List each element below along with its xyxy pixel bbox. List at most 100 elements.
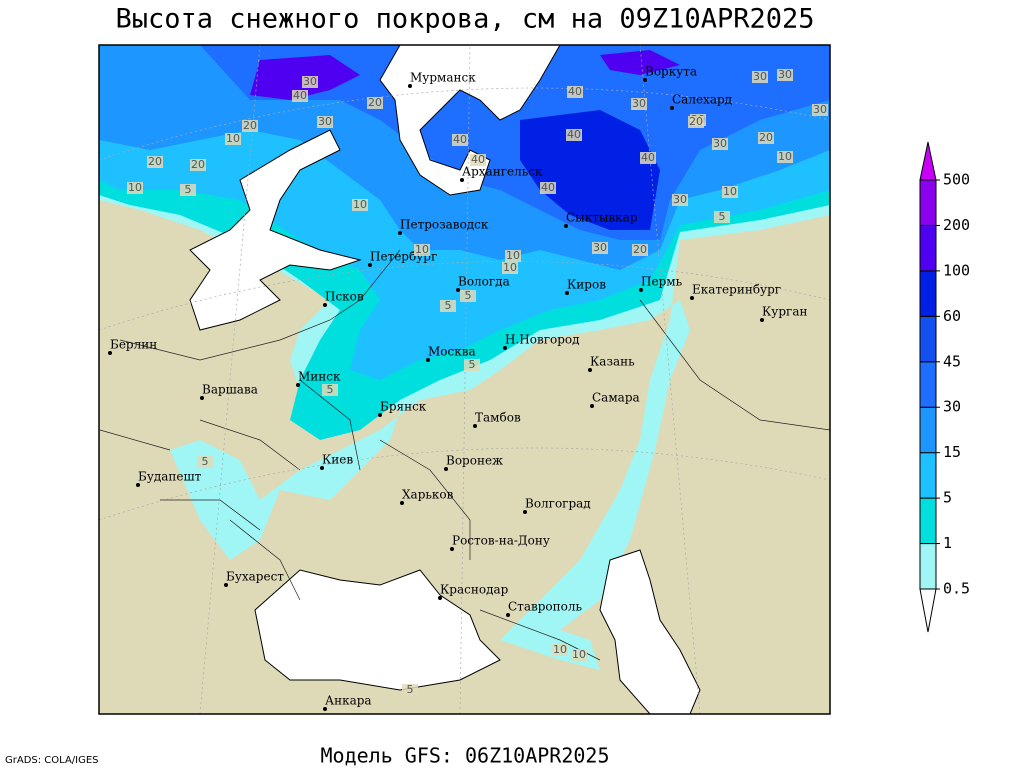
contour-label: 5 <box>185 183 192 196</box>
city-label: Курган <box>762 305 807 319</box>
city-dot <box>460 178 464 182</box>
city-dot <box>643 78 647 82</box>
colorbar-segment <box>919 406 937 454</box>
contour-label-bg <box>440 300 456 312</box>
contour-label: 10 <box>506 249 520 262</box>
contour-label: 10 <box>353 198 367 211</box>
city-label: Брянск <box>380 400 427 414</box>
city-label: Киев <box>322 453 353 467</box>
contour-label: 5 <box>465 289 472 302</box>
city-label: Казань <box>590 355 635 369</box>
city-dot <box>323 303 327 307</box>
city-label: Салехард <box>672 93 732 107</box>
snow-zone <box>200 45 830 240</box>
contour-label-bg <box>752 71 768 83</box>
contour-label: 10 <box>128 181 142 194</box>
map <box>99 45 830 714</box>
city-dot <box>323 707 327 711</box>
borders <box>99 249 830 661</box>
city-label: Воронеж <box>446 454 503 468</box>
contour-label: 30 <box>753 70 767 83</box>
contour-label: 30 <box>593 241 607 254</box>
contour-label: 5 <box>719 210 726 223</box>
contour-label: 5 <box>445 299 452 312</box>
credit: GrADS: COLA/IGES <box>5 755 99 766</box>
city-label: Архангельск <box>462 165 543 179</box>
city-label: Харьков <box>402 488 454 502</box>
contour-label-bg <box>632 244 648 256</box>
contour-label-bg <box>470 154 486 166</box>
contour-label: 20 <box>243 119 257 132</box>
contour-label: 40 <box>568 85 582 98</box>
city-dot <box>503 346 507 350</box>
city-label: Н.Новгород <box>505 333 580 347</box>
colorbar-label: 30 <box>943 398 961 416</box>
city-dot <box>200 396 204 400</box>
contour-label: 10 <box>723 185 737 198</box>
contour-label-bg <box>812 104 828 116</box>
contour-label: 30 <box>778 68 792 81</box>
contour-label-bg <box>566 129 582 141</box>
city-dot <box>408 84 412 88</box>
contour-label-bg <box>540 182 556 194</box>
contour-label-bg <box>777 151 793 163</box>
city-label: Псков <box>325 290 364 304</box>
city-dot <box>136 483 140 487</box>
contour-label-bg <box>414 244 430 256</box>
contour-label-bg <box>147 156 163 168</box>
title: Высота снежного покрова, см на 09Z10APR2… <box>116 4 815 35</box>
contour-label-bg <box>631 98 647 110</box>
colorbar-label: 60 <box>943 307 961 325</box>
contour-label: 5 <box>469 358 476 371</box>
contour-label-bg <box>180 184 196 196</box>
city-dot <box>639 288 643 292</box>
contour-label: 40 <box>453 133 467 146</box>
city-dot <box>506 613 510 617</box>
contour-label-bg <box>505 250 521 262</box>
contour-label-bg <box>712 138 728 150</box>
contour-label-bg <box>758 132 774 144</box>
colorbar-label: 0.5 <box>943 580 970 598</box>
city-dot <box>590 404 594 408</box>
contour-label: 20 <box>759 131 773 144</box>
contour-label-bg <box>452 134 468 146</box>
contour-label-bg <box>292 90 308 102</box>
contour-label: 30 <box>318 115 332 128</box>
colorbar-arrow-high <box>919 141 937 181</box>
map-frame <box>98 44 831 715</box>
city-label: Берлин <box>110 338 157 352</box>
city-label: Пермь <box>641 275 683 289</box>
city-label: Мурманск <box>410 71 476 85</box>
footer: Модель GFS: 06Z10APR2025 <box>321 744 610 768</box>
contour-label: 5 <box>327 383 334 396</box>
city-label: Киров <box>567 278 606 292</box>
city-label: Анкара <box>325 694 372 708</box>
contour-label: 10 <box>778 150 792 163</box>
city-label: Волгоград <box>525 497 591 511</box>
contour-label: 30 <box>632 97 646 110</box>
colorbar-arrow-low <box>919 588 937 633</box>
contour-label: 30 <box>303 75 317 88</box>
contour-label: 10 <box>415 243 429 256</box>
contour-label: 40 <box>541 181 555 194</box>
city-dot <box>473 424 477 428</box>
city-dot <box>320 466 324 470</box>
contour-label: 40 <box>641 151 655 164</box>
contour-label-bg <box>302 76 318 88</box>
sea <box>189 129 362 331</box>
contour-label: 30 <box>813 103 827 116</box>
snow-zone <box>520 110 660 230</box>
city-label: Самара <box>592 391 640 405</box>
city-dot <box>400 501 404 505</box>
contour-label: 10 <box>572 648 586 661</box>
contour-label: 40 <box>567 128 581 141</box>
contour-label: 20 <box>689 115 703 128</box>
city-dot <box>523 510 527 514</box>
colorbar-label: 1 <box>943 534 952 552</box>
graticule <box>99 45 830 714</box>
city-dot <box>450 547 454 551</box>
contour-label-bg <box>672 194 688 206</box>
contour-label-bg <box>464 359 480 371</box>
city-label: Бухарест <box>226 570 284 584</box>
